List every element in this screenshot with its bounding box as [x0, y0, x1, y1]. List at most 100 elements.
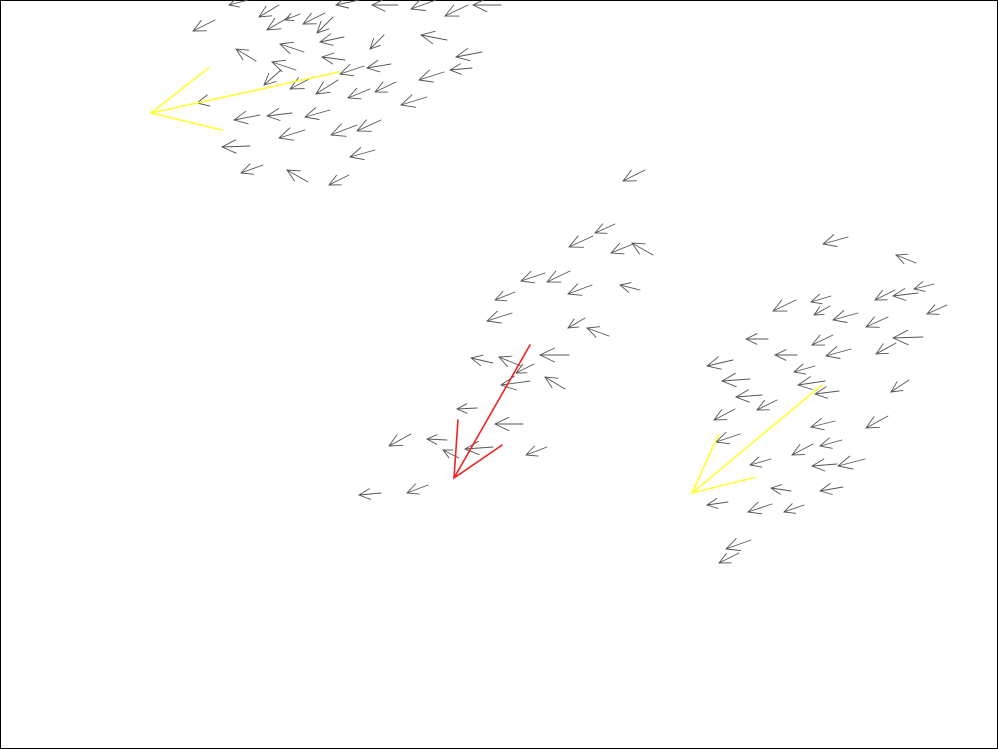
vector-arrow-path — [348, 147, 376, 160]
vector-arrow-path — [926, 304, 948, 315]
vector-arrow-path — [813, 386, 840, 399]
vector-arrow — [725, 538, 752, 551]
vector-arrow-path — [192, 19, 216, 32]
vector-arrow-path — [538, 347, 570, 363]
vector-arrow-path — [232, 110, 261, 125]
cluster-top-left — [192, 0, 502, 186]
vector-arrow — [388, 433, 412, 447]
vector-arrow — [334, 0, 360, 9]
vector-arrow-path — [756, 399, 778, 411]
vector-arrow — [567, 317, 586, 329]
vector-arrow — [357, 488, 382, 500]
vector-arrow — [328, 174, 350, 186]
vector-arrow — [811, 334, 834, 346]
vector-arrow — [410, 0, 437, 11]
vector-arrow — [370, 0, 399, 12]
vector-arrow — [315, 79, 339, 95]
vector-arrow-path — [369, 34, 385, 50]
vector-arrow — [258, 4, 280, 18]
vector-arrow-path — [783, 503, 805, 514]
vector-arrow — [568, 235, 594, 248]
vector-arrow — [912, 281, 935, 292]
vector-arrow-path — [278, 127, 306, 141]
vector-arrow — [618, 282, 641, 293]
vector-arrow-path — [713, 408, 736, 421]
vector-arrow-path — [444, 4, 469, 17]
vector-arrow-path — [895, 253, 917, 265]
vector-arrow — [874, 289, 896, 301]
vector-arrow-path — [865, 316, 889, 328]
vector-arrow — [783, 503, 805, 514]
yellow-arrow-right-path — [690, 384, 823, 495]
vector-arrow-path — [546, 270, 571, 283]
vector-arrow-path — [320, 52, 346, 65]
vector-arrow — [809, 417, 836, 431]
vector-arrow — [818, 437, 843, 449]
vector-arrow-path — [622, 169, 646, 182]
vector-arrow-path — [494, 290, 516, 302]
vector-arrow-path — [594, 223, 616, 234]
vector-arrow-path — [303, 107, 331, 120]
vector-arrow — [836, 455, 866, 470]
vector-arrow — [713, 408, 736, 421]
vector-arrow-path — [836, 455, 866, 470]
vector-arrow-path — [455, 403, 478, 414]
vector-arrow — [469, 354, 494, 367]
vector-arrow-path — [356, 119, 382, 132]
vector-arrow-path — [235, 48, 257, 62]
vector-arrow — [356, 119, 382, 132]
vector-arrow-path — [258, 4, 280, 18]
vector-arrow-path — [821, 234, 849, 247]
vector-arrow — [747, 501, 773, 515]
vector-arrow — [419, 30, 448, 45]
vector-arrow-path — [865, 415, 889, 429]
vector-arrow — [265, 108, 293, 121]
vector-arrow — [406, 483, 429, 495]
vector-arrow-path — [818, 483, 844, 495]
vector-arrow — [515, 363, 535, 374]
vector-arrow-path — [469, 354, 494, 367]
vector-arrow-path — [454, 47, 483, 62]
vector-arrow — [448, 63, 473, 75]
vector-arrow — [818, 483, 844, 495]
vector-arrow — [875, 342, 897, 355]
vector-arrow — [791, 443, 814, 456]
vector-arrow-path — [365, 59, 392, 73]
vector-arrow — [279, 41, 305, 55]
vector-arrow — [831, 310, 859, 323]
vector-arrow — [228, 0, 249, 8]
vector-arrow — [705, 356, 734, 370]
vector-arrow — [520, 270, 546, 284]
vector-arrow — [286, 169, 309, 183]
vector-arrow-path — [810, 293, 832, 305]
vector-arrow — [493, 416, 524, 432]
vector-arrow-path — [725, 538, 752, 551]
vector-arrow-path — [425, 434, 448, 445]
vector-arrow — [796, 376, 826, 390]
vector-arrow-path — [419, 30, 448, 45]
vector-arrow — [330, 123, 358, 137]
vector-arrow-path — [493, 416, 524, 432]
vector-arrow — [498, 355, 522, 368]
vector-arrow — [232, 110, 261, 125]
vector-arrow-path — [410, 0, 437, 11]
vector-arrow-path — [334, 0, 360, 9]
cluster-center — [357, 169, 654, 500]
vector-arrow-path — [891, 329, 924, 346]
vector-arrow — [303, 107, 331, 120]
vector-arrow — [235, 48, 257, 62]
vector-arrow — [773, 349, 798, 361]
vector-arrow — [594, 223, 616, 234]
vector-arrow — [772, 299, 797, 312]
vector-arrow — [744, 333, 769, 345]
vector-arrow-path — [318, 33, 345, 46]
vector-arrow — [891, 288, 919, 301]
vector-arrow — [365, 59, 392, 73]
vector-arrow-path — [442, 449, 460, 459]
vector-arrow-path — [773, 349, 798, 361]
vector-arrow-path — [525, 445, 548, 457]
vector-arrow-path — [498, 355, 522, 368]
vector-arrow-path — [286, 169, 309, 183]
